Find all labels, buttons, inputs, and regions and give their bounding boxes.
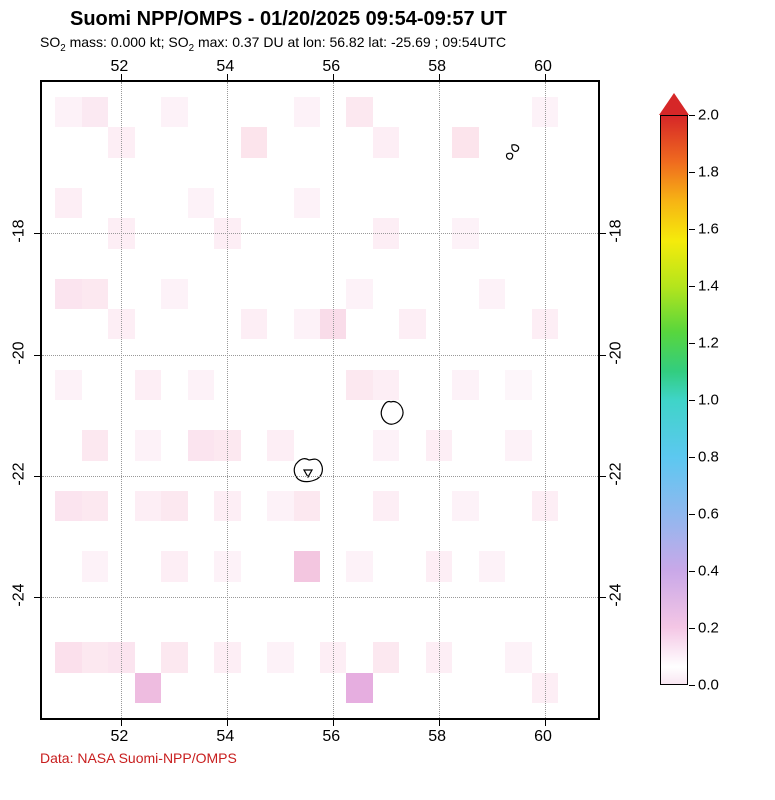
map-plot-area [40, 80, 600, 720]
colorbar-arrow-top [659, 93, 689, 115]
xtick-label: 52 [111, 58, 129, 76]
colorbar-tick-label: 0.0 [698, 677, 719, 694]
colorbar [660, 95, 688, 685]
colorbar-tick-label: 1.6 [698, 221, 719, 238]
ytick-label: -24 [11, 583, 29, 606]
colorbar-tick-label: 2.0 [698, 107, 719, 124]
chart-title: Suomi NPP/OMPS - 01/20/2025 09:54-09:57 … [70, 8, 507, 31]
island-rodrigues [507, 145, 519, 159]
colorbar-tick-label: 1.4 [698, 278, 719, 295]
colorbar-tick-label: 0.2 [698, 620, 719, 637]
colorbar-tick [689, 457, 695, 458]
colorbar-tick [689, 115, 695, 116]
colorbar-tick-label: 0.8 [698, 449, 719, 466]
data-credit: Data: NASA Suomi-NPP/OMPS [40, 750, 237, 766]
xtick-label: 52 [111, 728, 129, 746]
ytick-label: -22 [11, 462, 29, 485]
island-mauritius [381, 401, 403, 424]
colorbar-tick-label: 0.6 [698, 506, 719, 523]
colorbar-tick [689, 628, 695, 629]
coastlines [42, 82, 598, 718]
colorbar-tick [689, 571, 695, 572]
colorbar-tick [689, 172, 695, 173]
colorbar-tick [689, 514, 695, 515]
xtick-label: 56 [322, 58, 340, 76]
colorbar-tick [689, 400, 695, 401]
ytick-label: -22 [608, 462, 626, 485]
colorbar-tick [689, 229, 695, 230]
colorbar-tick [689, 685, 695, 686]
colorbar-tick [689, 286, 695, 287]
colorbar-tick-label: 1.8 [698, 164, 719, 181]
xtick-label: 60 [534, 58, 552, 76]
island-reunion [294, 459, 322, 482]
xtick-label: 54 [216, 728, 234, 746]
colorbar-tick [689, 343, 695, 344]
chart-subtitle: SO2 mass: 0.000 kt; SO2 max: 0.37 DU at … [40, 34, 506, 54]
ytick-label: -18 [608, 220, 626, 243]
colorbar-tick-label: 1.2 [698, 335, 719, 352]
xtick-label: 56 [322, 728, 340, 746]
ytick-label: -24 [608, 583, 626, 606]
colorbar-gradient [660, 115, 688, 685]
colorbar-tick-label: 0.4 [698, 563, 719, 580]
xtick-label: 58 [428, 728, 446, 746]
ytick-label: -18 [11, 220, 29, 243]
xtick-label: 60 [534, 728, 552, 746]
ytick-label: -20 [11, 341, 29, 364]
colorbar-tick-label: 1.0 [698, 392, 719, 409]
ytick-label: -20 [608, 341, 626, 364]
xtick-label: 54 [216, 58, 234, 76]
xtick-label: 58 [428, 58, 446, 76]
